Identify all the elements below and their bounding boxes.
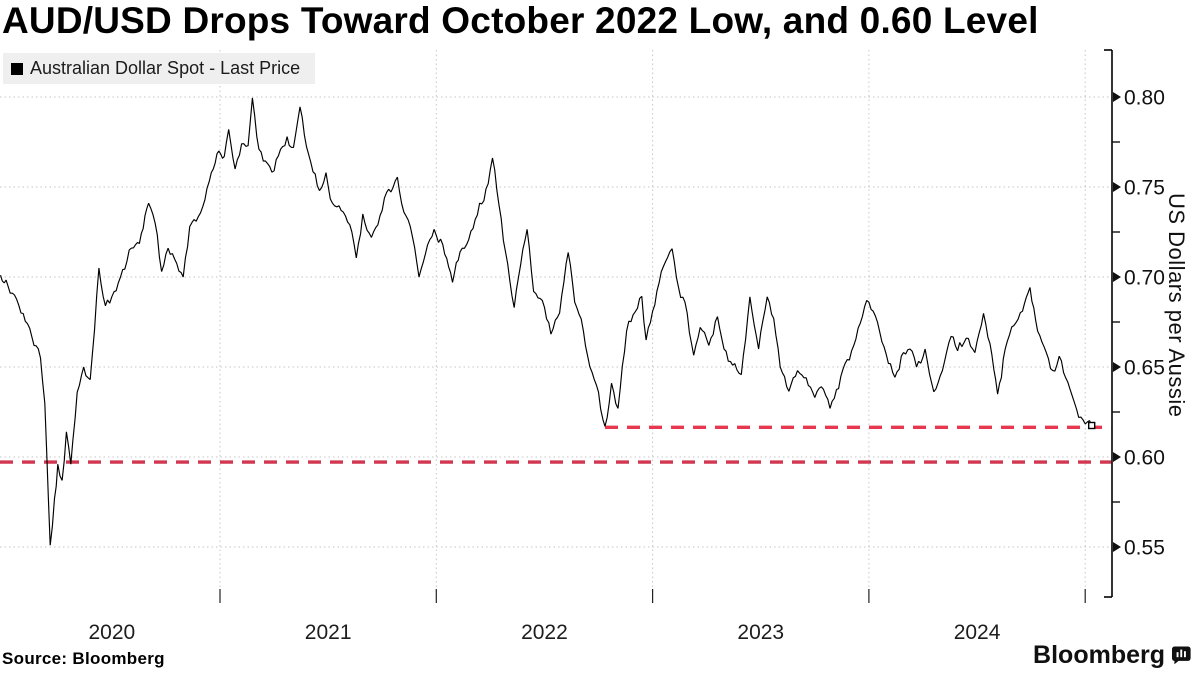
last-price-marker xyxy=(1087,421,1096,430)
price-line xyxy=(0,97,1093,546)
y-tick-arrow-icon xyxy=(1113,452,1121,462)
y-tick-label: 0.60 xyxy=(1124,447,1165,470)
y-tick-arrow-icon xyxy=(1113,272,1121,282)
x-tick-label: 2022 xyxy=(521,621,568,644)
x-tick-label: 2021 xyxy=(305,621,352,644)
chart-title: AUD/USD Drops Toward October 2022 Low, a… xyxy=(2,0,1039,41)
y-tick-label: 0.70 xyxy=(1124,267,1165,290)
y-tick-arrow-icon xyxy=(1113,92,1121,102)
source-note: Source: Bloomberg xyxy=(2,649,165,668)
x-tick-label: 2023 xyxy=(737,621,784,644)
x-tick-label: 2020 xyxy=(88,621,135,644)
y-tick-arrow-icon xyxy=(1113,182,1121,192)
y-tick-label: 0.75 xyxy=(1124,177,1165,200)
bloomberg-wordmark: Bloomberg xyxy=(1033,641,1165,669)
x-tick-label: 2024 xyxy=(954,621,1001,644)
y-tick-arrow-icon xyxy=(1113,362,1121,372)
legend-label: Australian Dollar Spot - Last Price xyxy=(30,58,301,78)
y-tick-label: 0.80 xyxy=(1124,87,1165,110)
y-tick-label: 0.65 xyxy=(1124,357,1165,380)
legend-swatch-icon xyxy=(11,62,23,75)
y-tick-label: 0.55 xyxy=(1124,537,1165,560)
legend: Australian Dollar Spot - Last Price xyxy=(3,53,316,84)
y-axis-title: US Dollars per Aussie xyxy=(1164,193,1189,418)
bloomberg-logo: Bloomberg xyxy=(1033,641,1192,670)
y-tick-arrow-icon xyxy=(1113,542,1121,552)
bloomberg-mark-icon xyxy=(1171,646,1191,665)
